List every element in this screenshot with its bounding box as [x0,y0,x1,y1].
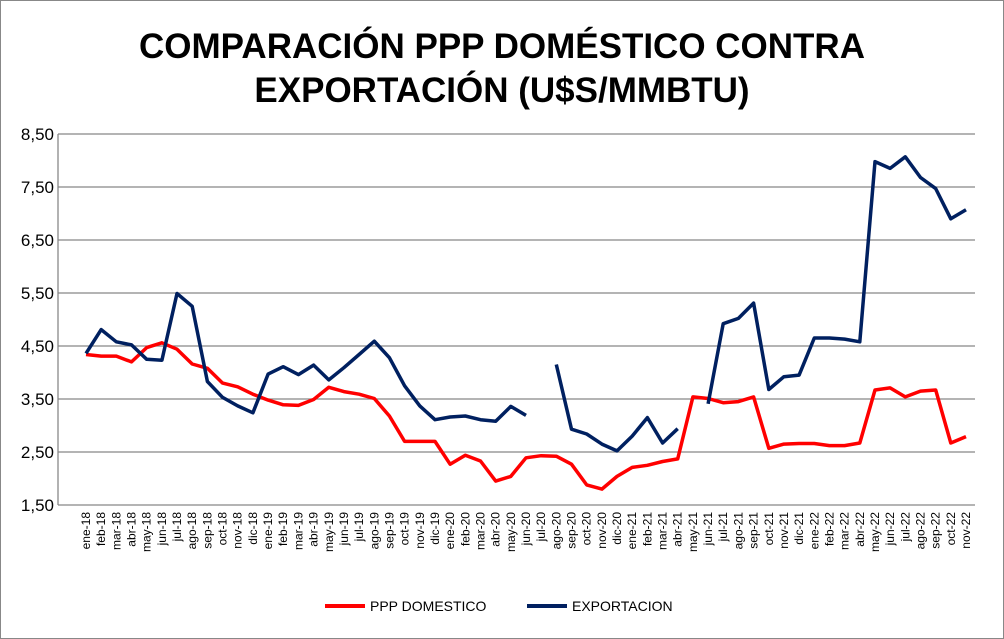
chart-title-line-1: COMPARACIÓN PPP DOMÉSTICO CONTRA [139,26,865,66]
x-tick-label: feb-19 [276,512,290,546]
series-lines [84,155,967,491]
x-tick-label: sep-22 [929,512,943,549]
x-tick-label: jul-19 [352,512,366,543]
x-tick-label: ago-20 [549,512,563,550]
x-tick-label: mar-21 [656,512,670,550]
x-tick-label: ene-20 [443,512,457,550]
y-tick-label: 1,50 [21,496,54,515]
series-line-exportacion [84,155,967,453]
x-tick-label: nov-18 [231,512,245,549]
y-tick-label: 5,50 [21,284,54,303]
x-tick-label: may-18 [140,512,154,552]
x-tick-label: sep-19 [382,512,396,549]
x-tick-label: dic-19 [428,512,442,545]
legend-label-ppp: PPP DOMESTICO [370,598,487,614]
x-tick-label: ago-22 [913,512,927,550]
x-tick-label: dic-21 [792,512,806,545]
x-tick-label: feb-22 [822,512,836,546]
x-tick-label: jul-18 [170,512,184,543]
x-tick-label: jul-21 [716,512,730,543]
x-tick-label: ene-18 [79,512,93,550]
x-tick-label: mar-19 [291,512,305,550]
x-tick-label: jul-20 [534,512,548,543]
x-axis-ticks: ene-18 feb-18 mar-18 abr-18 may-18 jun-18 jul-… [79,512,973,552]
x-tick-label: sep-20 [565,512,579,549]
legend-label-exportacion: EXPORTACION [572,598,673,614]
x-tick-label: nov-22 [959,512,973,549]
x-tick-label: jun-21 [701,512,715,547]
x-tick-label: abr-22 [853,512,867,547]
x-tick-label: oct-20 [580,512,594,546]
x-tick-label: feb-21 [640,512,654,546]
x-tick-label: jun-18 [155,512,169,547]
x-tick-label: mar-18 [109,512,123,550]
x-tick-label: oct-18 [216,512,230,546]
x-tick-label: jun-22 [883,512,897,547]
x-tick-label: may-22 [868,512,882,552]
x-tick-label: abr-21 [671,512,685,547]
x-tick-label: may-21 [686,512,700,552]
x-tick-label: oct-21 [762,512,776,546]
y-tick-label: 7,50 [21,178,54,197]
x-tick-label: nov-21 [777,512,791,549]
y-tick-label: 3,50 [21,390,54,409]
x-tick-label: may-20 [504,512,518,552]
legend: PPP DOMESTICO EXPORTACION [325,598,673,614]
y-tick-label: 8,50 [21,125,54,144]
x-tick-label: sep-18 [200,512,214,549]
y-tick-label: 6,50 [21,231,54,250]
x-tick-label: ene-19 [261,512,275,550]
y-axis-ticks: 1,50 2,50 3,50 4,50 5,50 6,50 7,50 8,50 [21,125,54,515]
series-line-ppp-domestico [85,341,967,491]
x-tick-label: feb-20 [458,512,472,546]
x-tick-label: nov-20 [595,512,609,549]
x-tick-label: oct-19 [398,512,412,546]
x-tick-label: ene-21 [625,512,639,550]
x-tick-label: jul-22 [898,512,912,543]
x-tick-label: mar-20 [473,512,487,550]
x-tick-label: feb-18 [94,512,108,546]
x-tick-label: ago-19 [367,512,381,550]
x-tick-label: jun-20 [519,512,533,547]
x-tick-label: dic-20 [610,512,624,545]
x-tick-label: abr-18 [125,512,139,547]
x-tick-label: abr-19 [307,512,321,547]
x-tick-label: abr-20 [489,512,503,547]
x-tick-label: nov-19 [413,512,427,549]
chart-title-line-2: EXPORTACIÓN (U$S/MMBTU) [254,70,749,110]
y-tick-label: 2,50 [21,443,54,462]
x-tick-label: jun-19 [337,512,351,547]
x-tick-label: may-19 [322,512,336,552]
x-tick-label: dic-18 [246,512,260,545]
x-tick-label: ene-22 [807,512,821,550]
x-tick-label: ago-21 [731,512,745,550]
x-tick-label: oct-22 [944,512,958,546]
x-tick-label: mar-22 [838,512,852,550]
y-tick-label: 4,50 [21,337,54,356]
x-tick-label: ago-18 [185,512,199,550]
gridlines [57,133,975,506]
x-tick-label: sep-21 [747,512,761,549]
